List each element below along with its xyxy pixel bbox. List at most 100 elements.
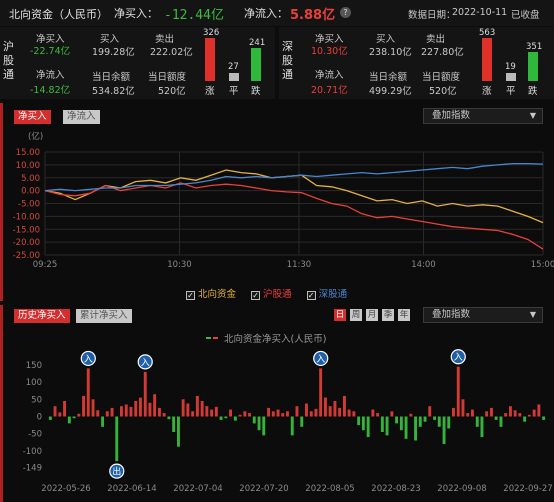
bar <box>238 414 242 417</box>
overlay-index-select-history[interactable]: 叠加指数 ▼ <box>423 307 543 323</box>
bar <box>490 407 493 417</box>
tab-cumulative-net-buy[interactable]: 累计净买入 <box>76 309 132 323</box>
bar <box>177 416 180 447</box>
bar <box>271 411 275 417</box>
sh-down-bar <box>251 48 261 81</box>
buy-marker-icon[interactable]: 入 <box>313 350 329 367</box>
date-label: 数据日期： <box>408 10 456 21</box>
bar <box>200 401 204 417</box>
bar <box>423 416 427 422</box>
period-week[interactable]: 周 <box>350 309 362 321</box>
bar <box>328 406 332 417</box>
sh-buy-value: 199.28亿 <box>92 47 135 58</box>
bar <box>214 406 218 417</box>
net-inflow-value: 5.88亿 <box>290 8 336 23</box>
sh-flat-count: 27 <box>228 62 239 72</box>
sh-net-buy-label: 净买入 <box>36 34 65 45</box>
bar <box>433 416 436 420</box>
sz-balance-value: 499.29亿 <box>369 86 412 97</box>
period-quarter[interactable]: 季 <box>382 309 394 321</box>
x-tick-label: 2022-09-27 <box>503 484 552 494</box>
sh-net-inflow-value: -14.82亿 <box>30 85 71 96</box>
sell-marker-icon[interactable]: 出 <box>109 463 125 479</box>
bar <box>148 402 152 417</box>
bar <box>361 416 365 431</box>
bar <box>366 416 370 438</box>
bar <box>437 416 441 427</box>
intraday-accent <box>0 103 3 301</box>
period-year[interactable]: 年 <box>398 309 410 321</box>
legend-sh[interactable]: ✓ 沪股通 <box>251 289 292 300</box>
y-tick-label: 5.00 <box>21 174 40 184</box>
bar <box>300 416 304 427</box>
history-legend-label: 北向资金净买入(人民币) <box>224 334 327 345</box>
tab-net-inflow[interactable]: 净流入 <box>63 110 100 124</box>
bar <box>58 412 62 417</box>
tab-net-buy[interactable]: 净买入 <box>14 110 51 124</box>
buy-marker-icon[interactable]: 入 <box>137 354 153 370</box>
svg-text:入: 入 <box>84 354 93 365</box>
bar <box>233 416 237 421</box>
bar <box>513 410 517 417</box>
bar <box>404 416 408 439</box>
sh-connect-panel: 沪股通 净买入 -22.74亿 买入 199.28亿 卖出 222.02亿 净流… <box>0 27 275 99</box>
tab-history-net-buy[interactable]: 历史净买入 <box>14 309 70 323</box>
sh-sell-label: 卖出 <box>155 34 175 45</box>
bar <box>162 413 166 417</box>
bar <box>82 395 85 417</box>
bar <box>86 368 90 417</box>
y-tick-label: 50 <box>31 395 42 405</box>
y-tick-label: 10.00 <box>16 161 40 171</box>
bar <box>267 407 270 417</box>
bar <box>167 416 171 420</box>
bar <box>286 411 289 417</box>
sz-balance-label: 当日余额 <box>369 72 408 83</box>
bar <box>309 411 313 417</box>
sz-up-bar <box>482 38 492 81</box>
period-month[interactable]: 月 <box>366 309 378 321</box>
bar <box>105 411 109 417</box>
bar <box>229 409 232 417</box>
sz-net-buy-label: 净买入 <box>315 34 344 45</box>
period-day[interactable]: 日 <box>334 309 346 321</box>
bar <box>120 406 123 417</box>
y-tick-label: -15.00 <box>13 225 40 235</box>
header-bar: 北向资金（人民币） 净买入： -12.44亿 净流入： 5.88亿 ? 数据日期… <box>0 0 554 26</box>
sz-flat-count: 19 <box>505 62 516 72</box>
bar <box>537 404 541 417</box>
y-tick-label: 0.00 <box>21 187 40 197</box>
x-tick-label: 2022-07-04 <box>173 484 222 494</box>
legend-sz[interactable]: ✓ 深股通 <box>306 289 348 300</box>
bar <box>172 416 176 432</box>
bar <box>139 397 142 417</box>
help-icon[interactable]: ? <box>340 7 351 18</box>
legend-swatch <box>213 337 218 339</box>
buy-marker-icon[interactable]: 入 <box>80 350 96 367</box>
y-tick-label: -149 <box>23 464 42 474</box>
bar <box>333 401 337 417</box>
bar <box>281 413 285 417</box>
sz-buy-label: 买入 <box>376 34 396 45</box>
bar <box>456 366 460 417</box>
bar <box>72 416 76 419</box>
bar <box>518 413 522 417</box>
sh-quota-label: 当日额度 <box>148 72 187 83</box>
sz-connect-name: 深股通 <box>282 40 293 81</box>
x-tick-label: 2022-05-26 <box>41 484 90 494</box>
chevron-down-icon: ▼ <box>529 111 536 120</box>
bar <box>452 407 455 417</box>
overlay-index-label: 叠加指数 <box>432 110 471 121</box>
sz-net-inflow-label: 净流入 <box>315 70 344 81</box>
overlay-index-select-intraday[interactable]: 叠加指数 ▼ <box>423 108 543 124</box>
legend-north[interactable]: ✓ 北向资金 <box>186 289 236 300</box>
buy-marker-icon[interactable]: 入 <box>450 349 466 365</box>
legend-sz-label: 深股通 <box>318 289 348 300</box>
x-tick-label: 10:30 <box>167 260 192 270</box>
svg-text:入: 入 <box>141 357 150 368</box>
bar <box>48 416 52 420</box>
bar <box>63 401 66 417</box>
svg-text:出: 出 <box>112 466 121 478</box>
bar <box>219 416 223 420</box>
sz-quota-label: 当日额度 <box>422 72 461 83</box>
legend-north-label: 北向资金 <box>198 289 237 300</box>
